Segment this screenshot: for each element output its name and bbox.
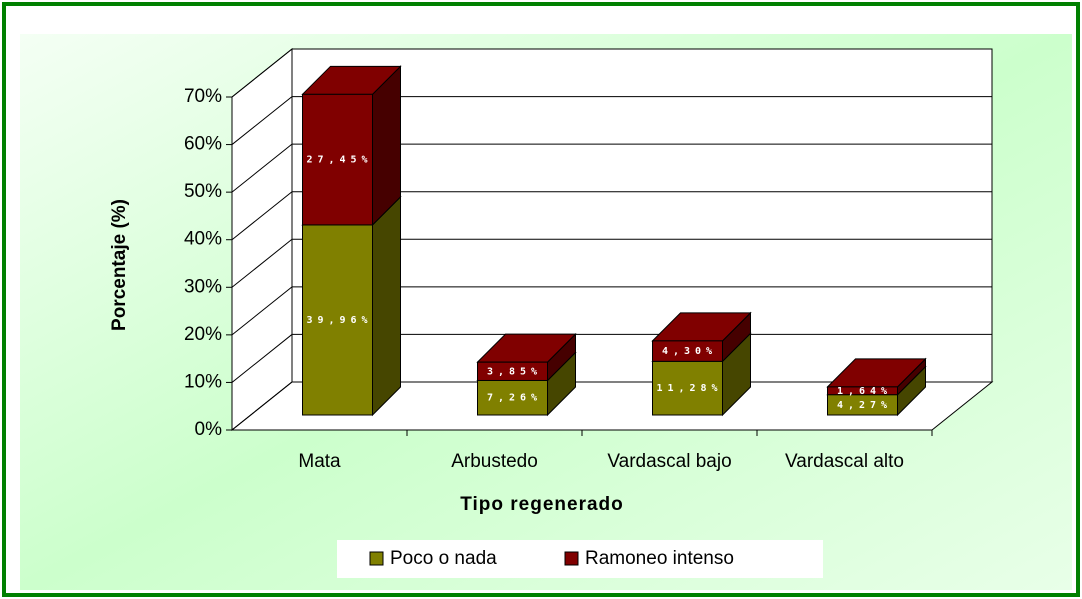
- y-tick-label: 10%: [184, 371, 222, 392]
- grid-line: [231, 286, 992, 336]
- value-label: 3,85%: [487, 366, 542, 377]
- y-axis-title: Porcentaje (%): [109, 199, 130, 331]
- legend-swatch: [564, 551, 579, 566]
- value-label: 7,26%: [487, 393, 542, 404]
- grid-line: [231, 143, 992, 193]
- y-tick-label: 30%: [184, 276, 222, 297]
- value-label: 4,27%: [837, 400, 892, 411]
- bar: [302, 93, 373, 226]
- bar: [477, 379, 548, 416]
- value-label: 39,96%: [306, 315, 372, 326]
- value-label: 4,30%: [662, 346, 717, 357]
- x-tick-label: Mata: [298, 451, 341, 472]
- y-tick-label: 60%: [184, 134, 222, 155]
- grid-line: [231, 191, 992, 241]
- value-label: 11,28%: [656, 383, 722, 394]
- grid-line: [231, 381, 992, 431]
- bar: [477, 361, 548, 381]
- bar-side: [372, 195, 401, 417]
- grid-line: [231, 238, 992, 288]
- grid-line: [231, 96, 992, 145]
- side-wall: [231, 47, 293, 432]
- bar: [302, 224, 373, 416]
- value-label: 27,45%: [306, 155, 372, 166]
- legend-label: Ramoneo intenso: [585, 548, 734, 569]
- bar: [652, 360, 723, 416]
- legend-label: Poco o nada: [390, 548, 497, 569]
- x-axis-title: Tipo regenerado: [460, 494, 624, 515]
- bar: [827, 386, 898, 396]
- value-label: 1,64%: [837, 386, 892, 397]
- x-tick-label: Vardascal alto: [785, 451, 904, 472]
- y-tick-label: 50%: [184, 181, 222, 202]
- y-tick-label: 20%: [184, 324, 222, 345]
- x-tick-label: Arbustedo: [451, 451, 538, 472]
- bar: [652, 340, 723, 362]
- y-tick-label: 40%: [184, 229, 222, 250]
- legend: [337, 540, 823, 578]
- y-tick-label: 70%: [184, 86, 222, 107]
- grid-line: [231, 48, 992, 98]
- y-tick-label: 0%: [195, 419, 223, 440]
- x-tick-label: Vardascal bajo: [607, 451, 731, 472]
- legend-swatch: [369, 551, 384, 566]
- grid-line: [231, 333, 992, 383]
